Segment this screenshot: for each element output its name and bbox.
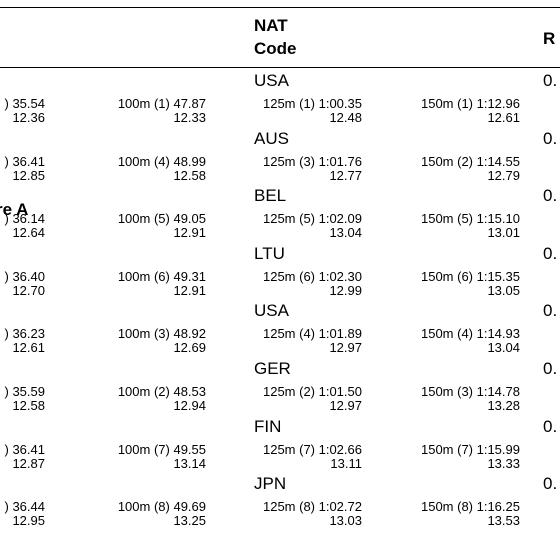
cumulative-time: 100m (1) 47.87 (117, 96, 206, 111)
split-time: 12.99 (329, 282, 362, 298)
header-rank: R (543, 29, 556, 48)
rank: 0. (543, 359, 558, 378)
split-time: 13.53 (487, 513, 520, 529)
cumulative-time: 100m (5) 49.05 (117, 211, 206, 227)
cumulative-time: 125m (2) 1:01.50 (262, 384, 362, 399)
nat-code: USA (254, 71, 289, 90)
nat-code: GER (254, 359, 291, 378)
cumulative-time: 125m (3) 1:01.76 (262, 153, 362, 169)
cumulative-time: 150m (6) 1:15.35 (420, 268, 520, 284)
split-time: 12.48 (329, 110, 362, 125)
rank: 0. (543, 474, 558, 494)
cumulative-time: ) 36.23 (4, 326, 45, 342)
cumulative-time: 150m (7) 1:15.99 (420, 441, 520, 457)
rank: 0. (543, 243, 558, 263)
split-time: 13.04 (487, 340, 520, 356)
cumulative-time: 125m (5) 1:02.09 (262, 211, 362, 227)
split-time: 13.33 (487, 455, 520, 471)
rank: 0. (543, 71, 558, 90)
nat-code: BEL (254, 186, 287, 206)
cumulative-time: 150m (2) 1:14.55 (420, 153, 520, 169)
cumulative-time: 100m (3) 48.92 (117, 326, 206, 342)
split-time: 12.85 (12, 167, 45, 183)
split-time: 13.01 (487, 225, 520, 241)
header-rule (0, 67, 560, 68)
cumulative-time: ) 36.14 (4, 211, 45, 227)
cumulative-time: ) 35.59 (4, 384, 45, 399)
split-time: 12.97 (329, 398, 362, 413)
top-rule (0, 7, 560, 8)
cumulative-time: 125m (6) 1:02.30 (262, 268, 362, 284)
row-note: re A (0, 200, 29, 220)
split-time: 12.61 (12, 340, 45, 356)
split-time: 12.69 (173, 340, 206, 356)
split-time: 13.11 (330, 455, 362, 471)
nat-code: LTU (254, 243, 285, 263)
cumulative-time: 100m (6) 49.31 (117, 268, 206, 284)
rank: 0. (543, 301, 558, 321)
split-time: 12.87 (12, 455, 45, 471)
split-time: 12.58 (12, 398, 45, 413)
split-time: 12.64 (12, 225, 45, 241)
cumulative-time: 150m (5) 1:15.10 (420, 211, 520, 227)
split-time: 12.94 (173, 398, 206, 413)
split-time: 12.61 (487, 110, 520, 125)
split-time: 13.04 (329, 225, 362, 241)
header-nat: NAT (254, 16, 288, 35)
split-time: 13.14 (173, 455, 206, 471)
cumulative-time: ) 36.41 (4, 441, 45, 457)
cumulative-time: 150m (8) 1:16.25 (420, 499, 520, 515)
rank: 0. (543, 186, 558, 206)
cumulative-time: 125m (7) 1:02.66 (262, 441, 362, 457)
cumulative-time: 100m (2) 48.53 (117, 384, 206, 399)
cumulative-time: 100m (8) 49.69 (117, 499, 206, 515)
cumulative-time: 125m (4) 1:01.89 (262, 326, 362, 342)
cumulative-time: 150m (4) 1:14.93 (420, 326, 520, 342)
nat-code: AUS (254, 128, 289, 148)
split-time: 12.58 (173, 167, 206, 183)
split-time: 12.97 (329, 340, 362, 356)
header-code: Code (254, 39, 297, 58)
split-time: 12.70 (12, 282, 45, 298)
cumulative-time: ) 35.54 (4, 96, 45, 111)
nat-code: JPN (254, 474, 287, 494)
cumulative-time: 100m (7) 49.55 (117, 441, 206, 457)
cumulative-time: 150m (3) 1:14.78 (420, 384, 520, 399)
cumulative-time: ) 36.40 (4, 268, 45, 284)
cumulative-time: ) 36.44 (4, 499, 45, 515)
cumulative-time: 150m (1) 1:12.96 (420, 96, 520, 111)
split-time: 13.05 (487, 282, 520, 298)
split-time: 12.91 (173, 225, 206, 241)
nat-code: FIN (254, 416, 282, 436)
split-time: 12.36 (12, 110, 45, 125)
cumulative-time: 125m (8) 1:02.72 (262, 499, 362, 515)
split-time: 12.95 (12, 513, 45, 529)
split-time: 13.28 (487, 398, 520, 413)
split-time: 12.91 (173, 282, 206, 298)
split-time: 12.79 (487, 167, 520, 183)
cumulative-time: 100m (4) 48.99 (117, 153, 206, 169)
rank: 0. (543, 416, 558, 436)
split-time: 12.77 (329, 167, 362, 183)
split-time: 13.25 (173, 513, 206, 529)
nat-code: USA (254, 301, 289, 321)
rank: 0. (543, 128, 558, 148)
split-time: 12.33 (173, 110, 206, 125)
split-time: 13.03 (329, 513, 362, 529)
cumulative-time: 125m (1) 1:00.35 (262, 96, 362, 111)
cumulative-time: ) 36.41 (4, 153, 45, 169)
